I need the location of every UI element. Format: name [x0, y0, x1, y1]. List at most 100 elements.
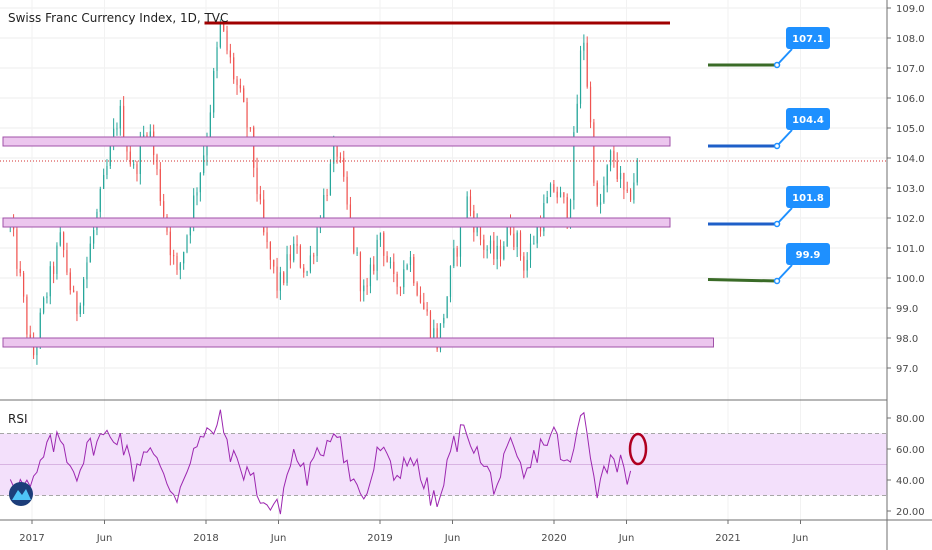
candle-body [73, 290, 75, 293]
candle-body [22, 272, 25, 297]
candle-body [169, 231, 171, 256]
candle-body [426, 309, 428, 312]
candle-body [553, 184, 555, 192]
time-tick-label: 2018 [193, 533, 218, 544]
target-callout-pointer [776, 207, 793, 225]
rsi-highlight-circle [628, 432, 648, 466]
support-zone [2, 136, 671, 147]
candle-body [606, 165, 608, 186]
candle-body [586, 42, 588, 87]
rsi-line [9, 409, 632, 515]
candle-body [333, 144, 335, 164]
time-tick-label: Jun [444, 533, 461, 544]
target-callout-label: 101.8 [792, 193, 824, 204]
candle-body [263, 199, 265, 233]
price-tick-label: 108.0 [896, 34, 925, 45]
candle-body [236, 79, 238, 86]
candle-body [163, 201, 165, 217]
candle-body [79, 305, 81, 315]
candle-body [246, 101, 248, 128]
candle-body [209, 112, 211, 139]
candle-body [216, 47, 218, 71]
candle-body [306, 271, 308, 273]
candle-body [446, 296, 448, 318]
candle-body [49, 266, 51, 297]
price-tick-label: 109.0 [896, 4, 925, 15]
candle-body [546, 196, 548, 204]
candle-body [149, 131, 151, 139]
support-zone [2, 217, 671, 228]
candle-body [223, 22, 225, 31]
candle-body [456, 248, 458, 257]
candle-body [69, 272, 71, 291]
candle-body [443, 317, 445, 324]
target-levels: 107.1 104.4 101.8 99.9 [707, 27, 830, 285]
candle-body [519, 232, 522, 257]
candle-body [369, 264, 372, 287]
candle-body [389, 261, 392, 263]
candle-body [156, 155, 158, 170]
candle-body [489, 240, 492, 250]
candle-body [233, 57, 235, 80]
candle-body [243, 88, 245, 102]
tradingview-logo-icon[interactable] [9, 482, 33, 506]
candle-body [159, 169, 161, 202]
candle-body [526, 259, 528, 271]
candle-body [423, 302, 425, 310]
time-tick-label: Jun [792, 533, 809, 544]
candle-body [569, 200, 572, 226]
candle-body [116, 128, 118, 130]
target-callout-box [786, 186, 830, 208]
candle-body [599, 202, 602, 205]
rsi-tick-label: 80.00 [896, 414, 925, 425]
candle-body [123, 105, 125, 142]
target-callout-label: 104.4 [792, 115, 824, 126]
candle-body [279, 272, 281, 291]
candle-body [353, 224, 355, 253]
candle-body [539, 225, 542, 232]
candle-body [336, 144, 338, 157]
target-anchor-dot [773, 142, 781, 150]
time-tick-label: 2019 [367, 533, 392, 544]
candle-body [376, 239, 378, 271]
target-callout-box [786, 27, 830, 49]
target-callout-pointer [776, 264, 793, 282]
candle-body [403, 269, 405, 288]
candle-body [36, 344, 38, 356]
candle-body [46, 296, 48, 299]
candle-body [103, 174, 105, 189]
target-line [707, 278, 778, 283]
candle-body [513, 233, 515, 247]
candle-body [253, 127, 255, 168]
candle-body [613, 150, 615, 162]
candle-body [39, 312, 41, 345]
candle-body [173, 255, 175, 257]
candle-body [43, 298, 45, 313]
candle-body [286, 254, 288, 283]
candle-body [483, 239, 485, 250]
candle-body [83, 279, 85, 306]
chart-title: Swiss Franc Currency Index, 1D, TVC [8, 11, 228, 25]
candle-body [176, 256, 178, 270]
candle-body [359, 252, 362, 292]
candle-body [266, 232, 268, 243]
price-tick-label: 103.0 [896, 184, 925, 195]
candle-body [399, 286, 402, 288]
candle-body [413, 256, 415, 284]
price-tick-label: 104.0 [896, 154, 925, 165]
candle-body [499, 245, 502, 259]
candle-body [593, 122, 595, 183]
price-tick-label: 106.0 [896, 94, 925, 105]
candle-body [509, 223, 512, 234]
candle-body [326, 195, 328, 197]
candle-body [523, 256, 525, 271]
candle-body [506, 223, 508, 247]
price-tick-label: 107.0 [896, 64, 925, 75]
candle-body [16, 229, 18, 269]
candle-body [239, 85, 241, 89]
candle-body [579, 50, 582, 104]
candle-body [559, 192, 562, 198]
candle-body [56, 245, 58, 274]
candle-body [596, 182, 598, 205]
